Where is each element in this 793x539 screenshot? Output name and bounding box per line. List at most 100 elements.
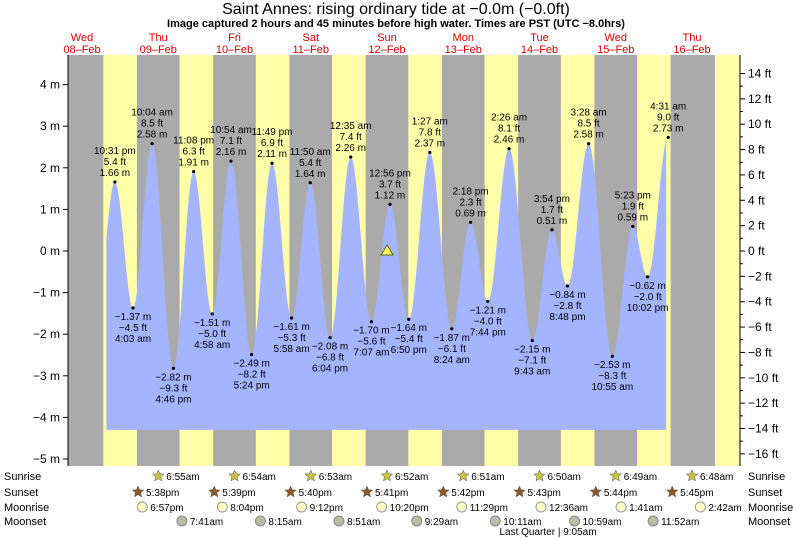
moonrise-icon xyxy=(136,501,148,513)
tide-curve xyxy=(106,141,667,430)
right-tick-label: 12 ft xyxy=(748,92,772,106)
sunset-time: 5:41pm xyxy=(375,488,408,499)
high-tide-label: 9.0 ft xyxy=(657,112,679,123)
low-tide-label: 6:50 pm xyxy=(391,345,427,356)
low-tide-dot xyxy=(407,317,411,321)
night-band xyxy=(68,55,104,466)
moonrise-time: 12:36am xyxy=(549,503,588,514)
high-tide-dot xyxy=(631,224,635,229)
day-name-label: Thu xyxy=(149,32,168,44)
high-tide-label: 2.58 m xyxy=(573,130,604,141)
left-tick-label: −4 m xyxy=(33,410,60,424)
day-name-label: Mon xyxy=(453,32,474,44)
left-tick-label: 4 m xyxy=(40,78,60,92)
sunrise-time: 6:51am xyxy=(471,472,504,483)
sunset-time: 5:43pm xyxy=(528,488,561,499)
high-tide-label: 2.3 ft xyxy=(459,197,481,208)
low-tide-label: −1.21 m xyxy=(470,305,506,316)
right-tick-label: −2 ft xyxy=(748,269,772,283)
right-tick-label: 0 ft xyxy=(748,244,765,258)
low-tide-dot xyxy=(210,312,214,316)
high-tide-dot xyxy=(550,228,554,232)
sunset-time: 5:40pm xyxy=(299,488,332,499)
low-tide-label: −8.3 ft xyxy=(598,371,626,382)
right-tick-label: −14 ft xyxy=(748,422,779,436)
high-tide-label: 1.64 m xyxy=(295,169,326,180)
sunrise-time: 6:54am xyxy=(243,472,276,483)
low-tide-label: −7.1 ft xyxy=(518,355,546,366)
high-tide-dot xyxy=(113,180,117,184)
day-name-label: Wed xyxy=(71,32,93,44)
left-tick-label: 3 m xyxy=(40,119,60,133)
high-tide-dot xyxy=(428,150,432,155)
sunset-icon xyxy=(207,485,221,498)
low-tide-label: −1.51 m xyxy=(194,318,230,329)
low-tide-label: −6.8 ft xyxy=(316,353,344,364)
right-tick-label: −4 ft xyxy=(748,295,772,309)
high-tide-label: 8.5 ft xyxy=(141,119,163,130)
chart-subtitle: Image captured 2 hours and 45 minutes be… xyxy=(167,18,625,30)
day-name-label: Wed xyxy=(605,32,627,44)
low-tide-label: 7:44 pm xyxy=(470,327,506,338)
sunrise-icon xyxy=(609,469,623,482)
high-tide-dot xyxy=(507,147,511,151)
low-tide-label: −4.5 ft xyxy=(119,323,147,334)
high-tide-label: 10:31 pm xyxy=(94,146,136,157)
high-tide-label: 8.1 ft xyxy=(498,124,520,135)
high-tide-label: 11:50 am xyxy=(290,147,331,158)
row-label-left: Sunset xyxy=(4,487,38,499)
left-tick-label: 0 m xyxy=(40,244,60,258)
high-tide-label: 1.12 m xyxy=(375,190,406,201)
moonset-icon xyxy=(489,515,501,527)
low-tide-label: −6.1 ft xyxy=(438,344,466,355)
day-name-label: Fri xyxy=(228,32,241,44)
sunset-time: 5:42pm xyxy=(451,488,484,499)
high-tide-label: 2.16 m xyxy=(216,147,247,158)
low-tide-label: −2.15 m xyxy=(514,344,550,355)
low-tide-label: 4:03 am xyxy=(115,334,151,345)
right-tick-label: 10 ft xyxy=(748,117,772,131)
right-tick-label: 4 ft xyxy=(748,193,765,207)
row-label-left: Moonset xyxy=(4,516,46,528)
low-tide-dot xyxy=(171,366,176,370)
low-tide-label: −2.0 ft xyxy=(634,292,662,303)
moonrise-time: 2:42am xyxy=(708,503,741,514)
low-tide-label: −2.82 m xyxy=(155,372,191,383)
high-tide-label: 5:23 pm xyxy=(615,190,651,201)
low-tide-label: −5.0 ft xyxy=(198,329,226,340)
left-tick-label: −3 m xyxy=(33,369,60,383)
left-tick-label: −1 m xyxy=(33,286,60,300)
moonrise-time: 10:20pm xyxy=(390,503,429,514)
high-tide-label: 6.3 ft xyxy=(183,147,205,158)
high-tide-label: 10:54 am xyxy=(210,125,252,136)
low-tide-label: 4:46 pm xyxy=(155,394,191,405)
sunset-icon xyxy=(284,485,297,498)
moonset-icon xyxy=(254,515,266,527)
axes: 4 m 3 m 2 m 1 m 0 m −1 m −2 m −3 m −4 m −5 m 14 ft… xyxy=(33,55,779,466)
row-label-left: Sunrise xyxy=(4,471,41,483)
moonrise-icon xyxy=(296,501,308,513)
high-tide-label: 5.4 ft xyxy=(299,158,321,169)
low-tide-dot xyxy=(565,284,570,288)
moon-phase-label: Last Quarter | 9:05am xyxy=(499,527,596,538)
high-tide-label: 10:04 am xyxy=(131,108,173,119)
low-tide-label: −2.08 m xyxy=(312,342,348,353)
moonrise-time: 9:12pm xyxy=(310,503,343,514)
high-tide-label: 2.26 m xyxy=(335,143,366,154)
right-tick-label: −8 ft xyxy=(748,345,772,359)
high-tide-label: 11:08 pm xyxy=(173,136,214,147)
right-tick-label: 2 ft xyxy=(748,219,765,233)
row-label-right: Moonrise xyxy=(748,502,793,514)
high-tide-dot xyxy=(270,161,274,165)
high-tide-dot xyxy=(666,135,670,140)
high-tide-label: 1.66 m xyxy=(100,168,131,179)
high-tide-label: 2.46 m xyxy=(494,135,525,146)
low-tide-label: 9:43 am xyxy=(514,366,550,377)
moonrise-time: 8:04pm xyxy=(230,503,263,514)
high-tide-label: 0.69 m xyxy=(455,208,486,219)
low-tide-label: −1.37 m xyxy=(115,312,151,323)
row-label-right: Moonset xyxy=(748,516,790,528)
night-band xyxy=(670,55,715,466)
high-tide-label: 7.1 ft xyxy=(220,136,242,147)
moonrise-icon xyxy=(535,501,547,513)
